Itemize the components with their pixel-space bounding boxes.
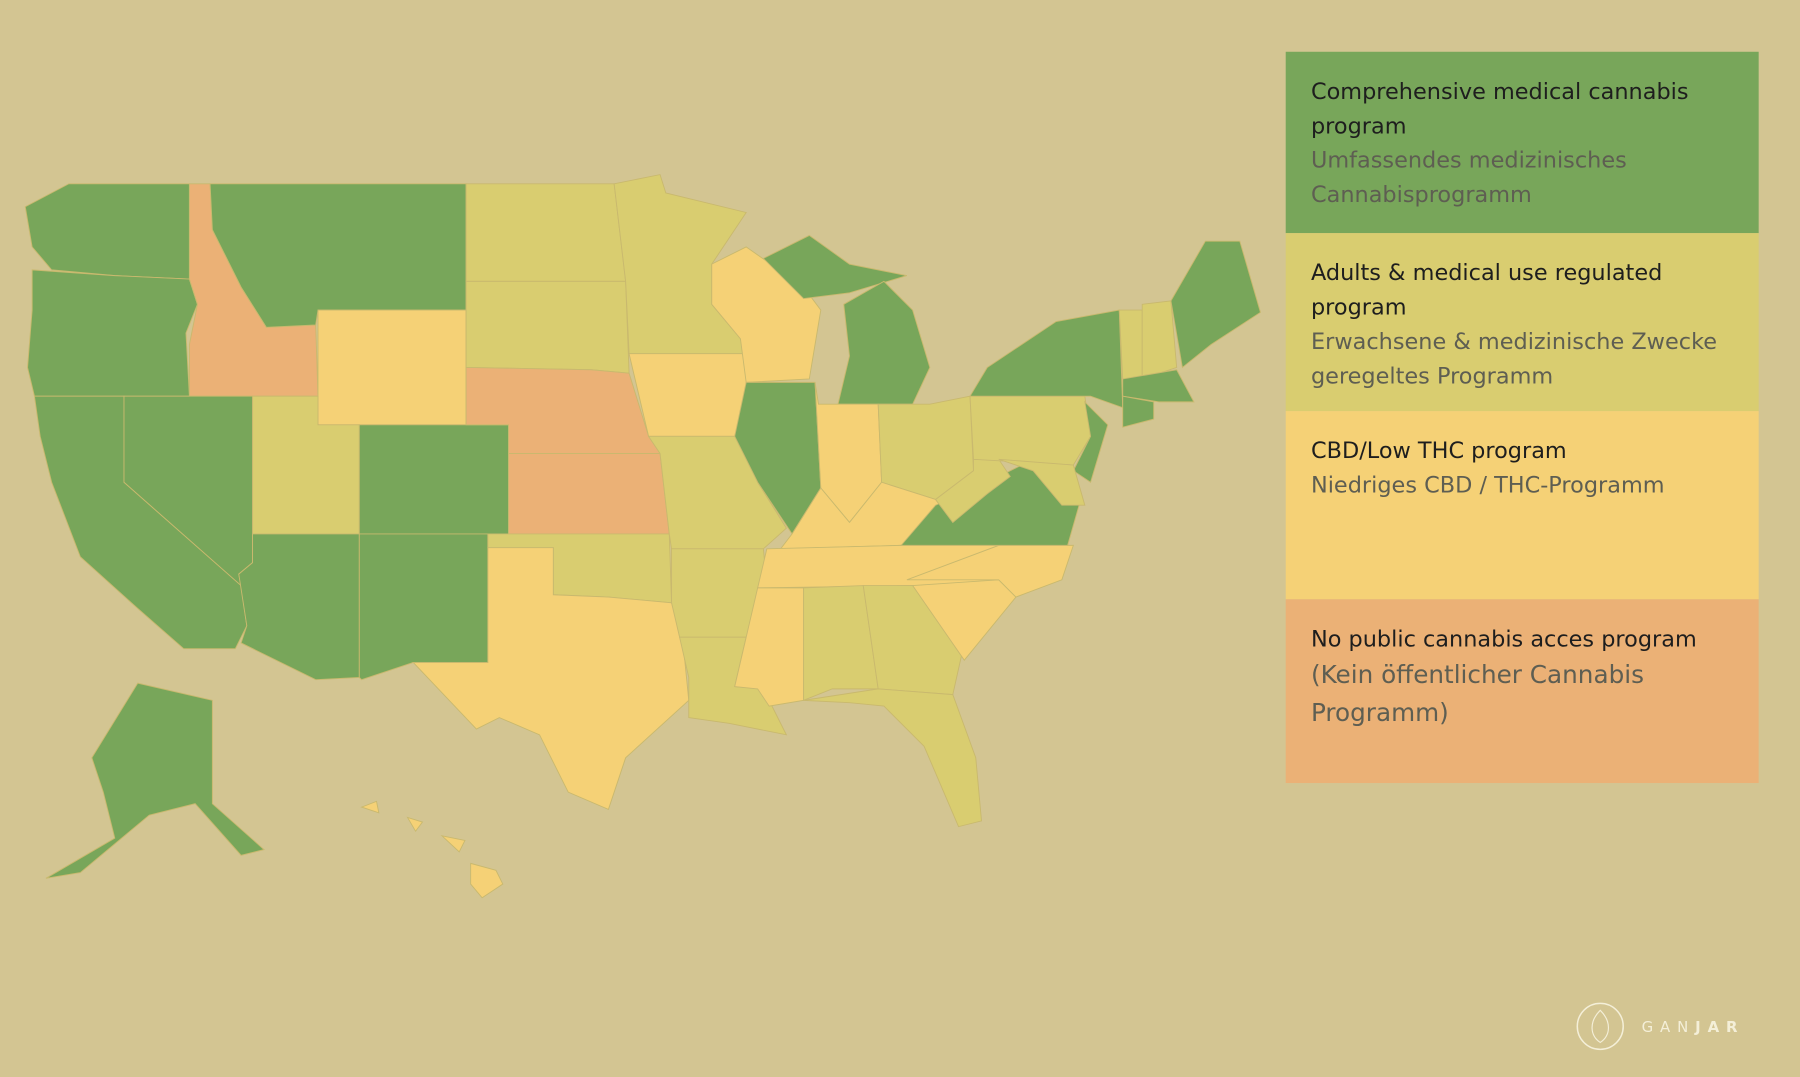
state [24, 183, 190, 280]
state [803, 585, 879, 702]
legend-title: No public cannabis acces program [1310, 625, 1697, 653]
legend-subtitle: Umfassendes medizinisches Cannabisprogra… [1310, 147, 1627, 208]
legend-swatch [1285, 233, 1759, 412]
state [317, 309, 467, 426]
state [837, 280, 931, 405]
state [27, 269, 198, 397]
legend-entry: Comprehensive medical cannabis program Um… [1311, 75, 1741, 213]
legend-text: CBD/Low THC program Niedriges CBD / THC-P… [1311, 434, 1741, 503]
state [803, 688, 982, 828]
logo-icon [1576, 1002, 1624, 1051]
state [1122, 369, 1195, 403]
legend: Comprehensive medical cannabis program Um… [1285, 51, 1759, 784]
state [465, 280, 630, 374]
state [412, 547, 690, 811]
state [360, 800, 380, 814]
us-map [24, 174, 1261, 899]
state [1141, 300, 1178, 380]
state [762, 234, 908, 300]
legend-entry: No public cannabis acces program (Kein öf… [1311, 622, 1741, 732]
state [465, 183, 627, 282]
legend-text: Comprehensive medical cannabis program Um… [1311, 75, 1741, 213]
logo: GANJAR [1576, 1002, 1745, 1051]
legend-title: Comprehensive medical cannabis program [1310, 78, 1689, 140]
legend-entry: Adults & medical use regulated program Er… [1311, 256, 1741, 394]
state [998, 458, 1086, 506]
state [934, 458, 1011, 524]
legend-entry: CBD/Low THC program Niedriges CBD / THC-P… [1311, 434, 1741, 503]
legend-swatch [1285, 51, 1759, 234]
logo-bold: JAR [1694, 1018, 1744, 1036]
legend-subtitle: Niedriges CBD / THC-Programm [1310, 471, 1665, 499]
logo-light: GAN [1642, 1018, 1696, 1036]
legend-title: Adults & medical use regulated program [1310, 259, 1663, 321]
legend-subtitle: Erwachsene & medizinische Zwecke geregel… [1310, 328, 1718, 390]
logo-leaf [1591, 1009, 1610, 1044]
state [358, 424, 510, 535]
state [358, 533, 489, 681]
state [1072, 400, 1109, 483]
state [969, 395, 1092, 466]
state [470, 862, 504, 899]
state [440, 835, 466, 853]
state [508, 453, 670, 535]
state [406, 816, 424, 833]
legend-text: Adults & medical use regulated program Er… [1311, 256, 1741, 394]
state [45, 682, 265, 879]
legend-swatch [1285, 411, 1759, 600]
state [1170, 240, 1261, 369]
legend-subtitle: (Kein öffentlicher Cannabis Programm) [1310, 661, 1644, 728]
legend-title: CBD/Low THC program [1310, 437, 1567, 464]
legend-text: No public cannabis acces program (Kein öf… [1311, 622, 1741, 732]
state [1118, 309, 1143, 380]
legend-swatch [1285, 599, 1759, 784]
state [1122, 395, 1155, 428]
logo-text: GANJAR [1642, 1018, 1745, 1036]
